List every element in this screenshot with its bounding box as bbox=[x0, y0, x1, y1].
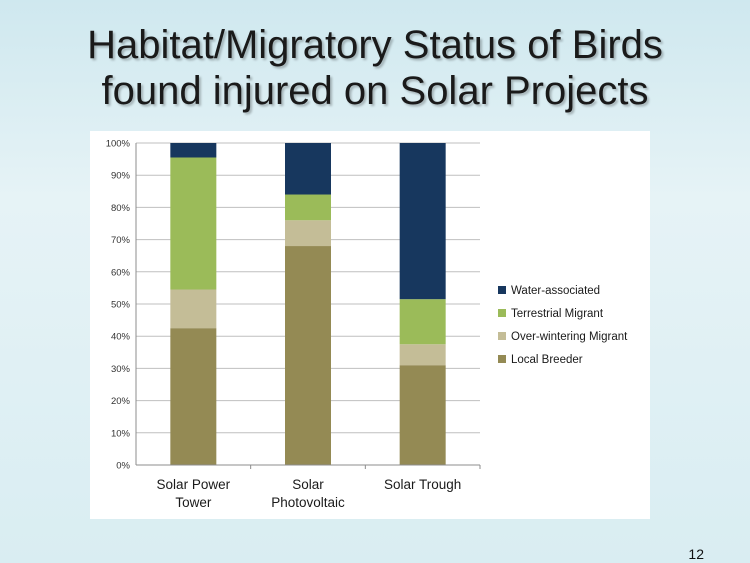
y-tick-label: 40% bbox=[111, 332, 131, 343]
y-tick-label: 90% bbox=[111, 171, 131, 182]
bar-segment-terrestrial-migrant bbox=[285, 194, 331, 221]
legend-swatch bbox=[498, 286, 506, 294]
bar-segment-terrestrial-migrant bbox=[399, 299, 446, 345]
legend-swatch bbox=[498, 332, 506, 340]
y-tick-label: 60% bbox=[111, 267, 131, 278]
bar-segment-local-breeder bbox=[285, 246, 331, 465]
bar-segment-over-wintering-migrant bbox=[399, 344, 446, 366]
y-tick-label: 10% bbox=[111, 428, 131, 439]
legend-label: Terrestrial Migrant bbox=[511, 308, 604, 320]
bar-segment-water-associated bbox=[170, 143, 217, 158]
legend-swatch bbox=[498, 309, 506, 317]
x-category-label: Tower bbox=[175, 495, 212, 510]
slide-title-line-1: Habitat/Migratory Status of Birds bbox=[87, 23, 663, 67]
y-tick-label: 0% bbox=[116, 461, 130, 472]
bar-segment-local-breeder bbox=[399, 365, 446, 465]
bar-segment-water-associated bbox=[399, 143, 446, 300]
y-tick-label: 100% bbox=[106, 139, 131, 150]
legend-label: Local Breeder bbox=[511, 354, 583, 366]
axes: 0% 10% 20% 30% 40% 50% 60% 70% 80% 90% 100% Solar P… bbox=[106, 139, 481, 510]
bar-segment-water-associated bbox=[285, 143, 331, 195]
y-tick-label: 80% bbox=[111, 203, 131, 214]
y-tick-label: 70% bbox=[111, 235, 131, 246]
slide-title: Habitat/Migratory Status of Birds found … bbox=[0, 22, 750, 114]
legend: Water-associated Terrestrial Migrant Over-… bbox=[498, 285, 628, 366]
chart-panel: 0% 10% 20% 30% 40% 50% 60% 70% 80% 90% 100% Solar P… bbox=[90, 131, 650, 519]
x-category-label: Solar Power bbox=[157, 477, 231, 492]
y-tick-label: 50% bbox=[111, 300, 131, 311]
bars bbox=[170, 143, 446, 465]
slide-title-line-2: found injured on Solar Projects bbox=[101, 69, 649, 113]
legend-label: Water-associated bbox=[511, 285, 600, 297]
y-tick-label: 30% bbox=[111, 364, 131, 375]
bar-segment-over-wintering-migrant bbox=[285, 220, 331, 247]
bar-segment-local-breeder bbox=[170, 328, 217, 465]
legend-swatch bbox=[498, 355, 506, 363]
legend-label: Over-wintering Migrant bbox=[511, 331, 628, 343]
x-category-label: Photovoltaic bbox=[271, 495, 345, 510]
bar-segment-over-wintering-migrant bbox=[170, 289, 217, 329]
x-category-label: Solar Trough bbox=[384, 477, 461, 492]
page-number: 12 bbox=[688, 546, 704, 562]
y-tick-label: 20% bbox=[111, 396, 131, 407]
bar-segment-terrestrial-migrant bbox=[170, 157, 217, 290]
stacked-bar-chart: 0% 10% 20% 30% 40% 50% 60% 70% 80% 90% 100% Solar P… bbox=[106, 139, 628, 511]
x-category-label: Solar bbox=[292, 477, 324, 492]
